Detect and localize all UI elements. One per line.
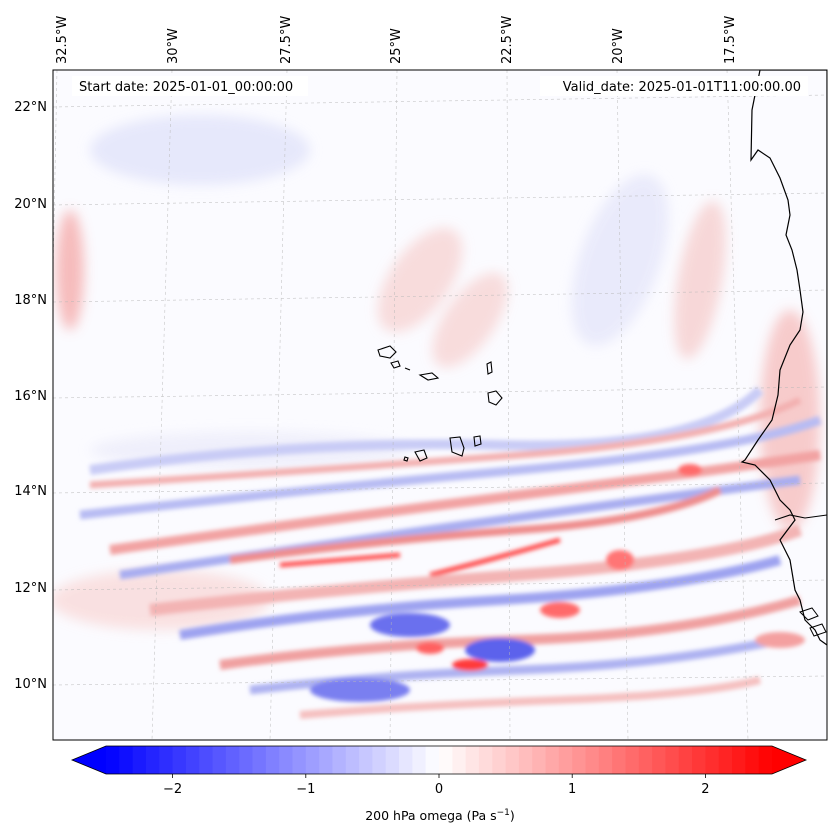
colorbar-segment <box>279 746 294 774</box>
colorbar-segment <box>212 746 227 774</box>
colorbar-segment <box>106 746 120 774</box>
lon-label-32-5w: 32.5°W <box>55 16 70 64</box>
colorbar-segment <box>678 746 693 774</box>
lat-label-20n: 20°N <box>14 197 47 212</box>
colorbar-segment <box>345 746 360 774</box>
colorbar-segment <box>745 746 760 774</box>
lat-label-10n: 10°N <box>14 677 47 692</box>
colorbar-segment <box>465 746 480 774</box>
lat-label-14n: 14°N <box>14 484 47 499</box>
colorbar-segment <box>598 746 613 774</box>
colorbar-segment <box>492 746 507 774</box>
start-date-text: Start date: 2025-01-01_00:00:00 <box>79 80 293 95</box>
colorbar-tick-label: −1 <box>296 782 315 797</box>
colorbar-segment <box>638 746 653 774</box>
latitude-labels: 22°N 20°N 18°N 16°N 14°N 12°N 10°N <box>14 100 47 692</box>
gridlines <box>53 70 827 740</box>
valid-date-text: Valid_date: 2025-01-01T11:00:00.00 <box>563 80 801 95</box>
colorbar-ticks: −2 −1 0 1 2 <box>163 774 710 797</box>
start-date-background <box>72 76 308 96</box>
colorbar-segment <box>132 746 147 774</box>
colorbar-segment <box>732 746 746 774</box>
colorbar-tick-label: −2 <box>163 782 182 797</box>
colorbar-segment <box>665 746 680 774</box>
africa-coastline <box>740 70 827 646</box>
lon-label-22-5w: 22.5°W <box>500 16 515 64</box>
colorbar-segment <box>359 746 373 774</box>
colorbar-segment <box>652 746 667 774</box>
colorbar-segment <box>385 746 400 774</box>
lat-label-18n: 18°N <box>14 293 47 308</box>
longitude-labels: 32.5°W 30°W 27.5°W 25°W 22.5°W 20°W 17.5… <box>55 16 738 64</box>
colorbar-outline <box>70 745 808 775</box>
colorbar-segment <box>572 746 587 774</box>
colorbar-segment <box>612 746 627 774</box>
colorbar-segment <box>439 746 453 774</box>
colorbar-tick-label: 0 <box>435 782 443 797</box>
colorbar-segment <box>505 746 520 774</box>
colorbar-segment <box>332 746 347 774</box>
colorbar-tick-label: 2 <box>701 782 709 797</box>
colorbar-segment <box>185 746 200 774</box>
bijagos-islands <box>799 607 827 637</box>
colorbar-segment <box>199 746 214 774</box>
gambia-coastline <box>774 514 827 521</box>
colorbar: −2 −1 0 1 2 200 hPa omega (Pa s−1) <box>70 745 808 823</box>
map-border <box>52 69 828 741</box>
colorbar-label: 200 hPa omega (Pa s−1) <box>365 808 515 823</box>
colorbar-segment <box>425 746 440 774</box>
colorbar-segment <box>585 746 600 774</box>
colorbar-segment <box>119 746 134 774</box>
colorbar-segment <box>225 746 240 774</box>
colorbar-segment <box>452 746 467 774</box>
valid-date-background <box>540 76 808 96</box>
colorbar-segment <box>758 746 773 774</box>
colorbar-segment <box>145 746 160 774</box>
lat-label-12n: 12°N <box>14 581 47 596</box>
colorbar-segment <box>412 746 427 774</box>
colorbar-segment <box>532 746 547 774</box>
colorbar-segment <box>159 746 174 774</box>
lat-label-16n: 16°N <box>14 389 47 404</box>
colorbar-segment <box>705 746 720 774</box>
colorbar-segment <box>239 746 254 774</box>
colorbar-segment <box>252 746 267 774</box>
colorbar-tick-label: 1 <box>568 782 576 797</box>
colorbar-segment <box>305 746 320 774</box>
lat-label-22n: 22°N <box>14 100 47 115</box>
colorbar-segment <box>265 746 280 774</box>
lon-label-17-5w: 17.5°W <box>723 16 738 64</box>
colorbar-segment <box>718 746 733 774</box>
colorbar-segment <box>292 746 307 774</box>
colorbar-segment <box>399 746 413 774</box>
lon-label-20w: 20°W <box>611 28 626 64</box>
lon-label-27-5w: 27.5°W <box>279 16 294 64</box>
colorbar-segment <box>319 746 334 774</box>
colorbar-segment <box>478 746 493 774</box>
colorbar-segment <box>545 746 560 774</box>
colorbar-extend-high <box>772 746 806 774</box>
colorbar-segment <box>518 746 533 774</box>
colorbar-segment <box>558 746 573 774</box>
colorbar-segment <box>692 746 706 774</box>
colorbar-segment <box>172 746 187 774</box>
colorbar-segment <box>625 746 640 774</box>
colorbar-label-unit: −1 <box>497 808 510 818</box>
colorbar-segment <box>372 746 387 774</box>
lon-label-30w: 30°W <box>166 28 181 64</box>
omega-field-bands <box>79 386 822 719</box>
lon-label-25w: 25°W <box>389 28 404 64</box>
colorbar-segments <box>72 746 806 774</box>
map-area: Start date: 2025-01-01_00:00:00 Valid_da… <box>53 70 827 740</box>
colorbar-extend-low <box>72 746 106 774</box>
cape-verde-islands <box>377 345 503 462</box>
